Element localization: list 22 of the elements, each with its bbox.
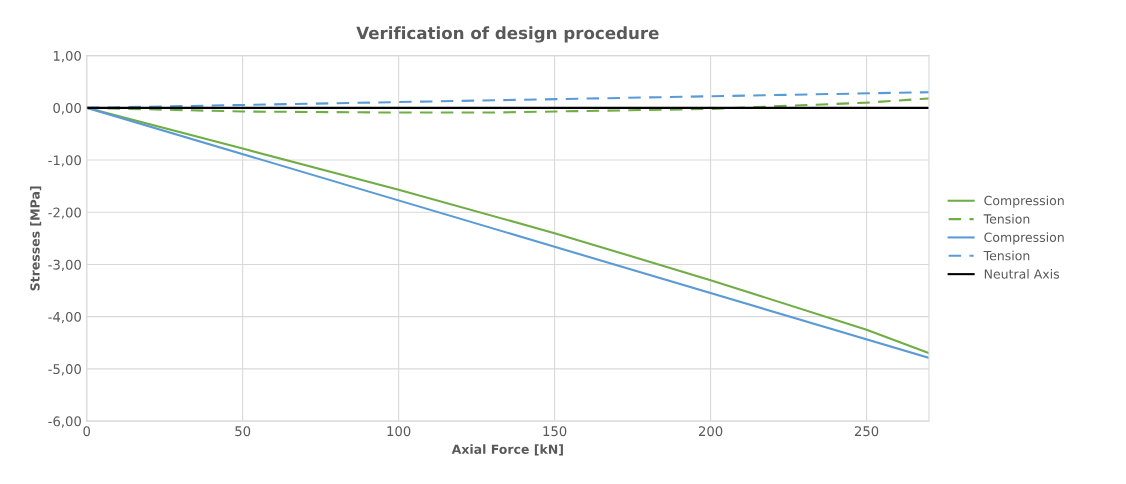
y-tick-label: 1,00 (53, 50, 81, 63)
x-tick-label: 50 (235, 426, 251, 437)
y-tick-label: -2,00 (48, 207, 81, 219)
y-tick-label: -1,00 (48, 155, 81, 167)
x-tick-label: 100 (387, 426, 411, 437)
y-tick-label: -6,00 (48, 416, 81, 428)
x-tick-label: 250 (854, 426, 879, 437)
legend-label: Tension (983, 250, 1030, 261)
x-tick-label: 0 (83, 426, 91, 437)
legend-label: Compression (984, 232, 1064, 245)
y-tick-label: -5,00 (48, 364, 81, 376)
y-tick-label: -3,00 (48, 259, 81, 272)
x-axis-title: Axial Force [kN] (451, 444, 563, 456)
chart-title: Verification of design procedure (356, 26, 659, 43)
y-tick-label: 0,00 (53, 103, 81, 115)
x-tick-label: 150 (543, 426, 567, 437)
y-axis-title: Stresses [MPa] (30, 186, 42, 291)
legend-label: Neutral Axis (984, 269, 1060, 279)
y-tick-label: -4,00 (48, 311, 81, 324)
legend-label: Compression (984, 195, 1064, 208)
x-tick-label: 200 (698, 426, 723, 437)
legend-label: Tension (983, 213, 1030, 224)
